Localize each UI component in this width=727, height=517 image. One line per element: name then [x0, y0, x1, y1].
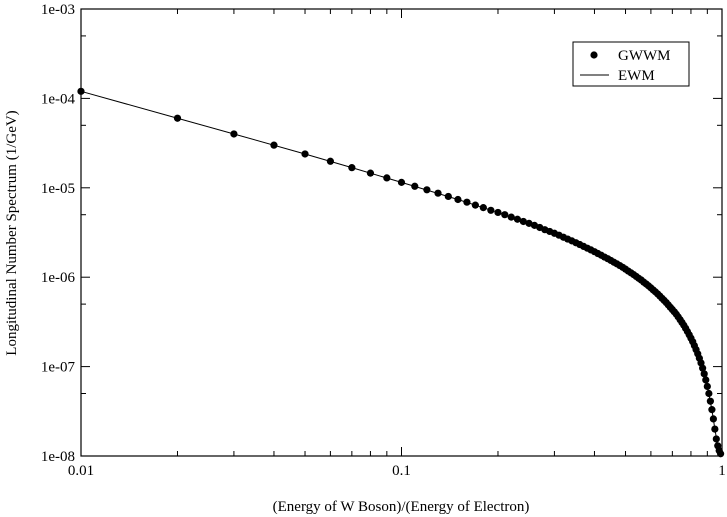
data-point-gwwm	[700, 370, 708, 378]
y-tick-label: 1e-04	[41, 91, 76, 107]
y-axis-ticks: 1e-08 1e-07 1e-06 1e-05 1e-04 1e-03	[41, 2, 722, 465]
data-point-gwwm	[463, 198, 471, 206]
data-point-gwwm	[326, 157, 334, 165]
legend: GWWM EWM	[572, 41, 690, 87]
data-point-gwwm	[708, 406, 716, 414]
legend-label-ewm: EWM	[618, 68, 655, 84]
data-point-gwwm	[397, 178, 406, 186]
data-point-gwwm	[494, 208, 502, 217]
y-tick-label: 1e-08	[41, 449, 75, 465]
data-point-gwwm	[525, 219, 533, 227]
y-axis-label: Longitudinal Number Spectrum (1/GeV)	[4, 110, 20, 355]
x-tick-label: 0.01	[68, 463, 94, 479]
data-point-gwwm	[705, 389, 713, 398]
data-point-gwwm	[434, 189, 442, 197]
data-point-gwwm	[712, 435, 720, 443]
legend-label-gwwm: GWWM	[618, 48, 671, 64]
data-point-gwwm	[454, 195, 462, 204]
data-point-gwwm	[703, 382, 711, 391]
data-point-gwwm	[479, 204, 487, 212]
y-tick-label: 1e-05	[41, 181, 75, 197]
x-tick-label: 1	[718, 463, 726, 479]
data-point-gwwm	[513, 215, 522, 223]
data-point-gwwm	[270, 141, 278, 149]
y-tick-label: 1e-03	[41, 2, 75, 18]
legend-box	[572, 41, 690, 87]
y-tick-label: 1e-06	[41, 270, 76, 286]
x-tick-label: 0.1	[392, 463, 411, 479]
data-point-gwwm	[348, 164, 356, 172]
data-point-gwwm	[709, 415, 717, 423]
x-axis-label: (Energy of W Boson)/(Energy of Electron)	[273, 499, 530, 515]
data-point-gwwm	[501, 211, 509, 219]
data-point-gwwm	[706, 397, 714, 405]
data-point-gwwm	[301, 150, 309, 158]
data-point-gwwm	[519, 217, 527, 226]
data-point-gwwm	[230, 130, 238, 138]
data-point-gwwm	[487, 206, 495, 214]
data-point-gwwm	[411, 182, 419, 190]
data-point-gwwm	[711, 425, 719, 433]
legend-marker-gwwm	[590, 51, 598, 59]
plot-content	[77, 87, 725, 458]
data-point-gwwm	[366, 169, 375, 177]
y-tick-label: 1e-07	[41, 360, 76, 376]
x-axis-ticks: 0.01 0.1 1	[68, 9, 726, 479]
data-point-gwwm	[699, 364, 707, 372]
data-point-gwwm	[423, 186, 431, 194]
data-point-gwwm	[507, 213, 515, 221]
data-point-gwwm	[383, 174, 391, 182]
data-point-gwwm	[444, 192, 452, 201]
data-point-gwwm	[471, 201, 479, 209]
data-point-gwwm	[702, 376, 710, 384]
data-point-gwwm	[173, 114, 182, 122]
